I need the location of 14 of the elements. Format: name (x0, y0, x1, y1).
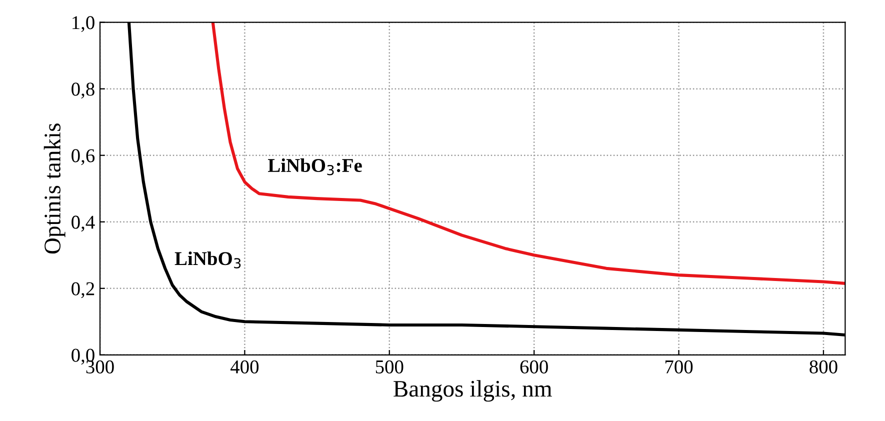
x-tick-label: 800 (810, 360, 838, 374)
x-tick-label: 400 (230, 360, 259, 374)
x-tick-label: 600 (520, 360, 548, 374)
y-tick-label: 0,4 (72, 216, 95, 232)
x-tick-label: 700 (665, 360, 693, 374)
y-tick-label: 1,0 (72, 16, 94, 32)
y-axis-title: Optinis tankis (44, 124, 66, 254)
x-axis-title: Bangos ilgis, nm (394, 380, 552, 402)
series-label: LiNbO$_{3}$ (174, 251, 241, 268)
y-tick-label: 0,8 (72, 82, 94, 99)
y-tick-label: 0,6 (72, 149, 95, 166)
y-tick-label: 0,2 (72, 282, 94, 298)
x-tick-label: 500 (376, 360, 404, 374)
series-label: LiNbO$_{3}$:Fe (268, 158, 362, 176)
